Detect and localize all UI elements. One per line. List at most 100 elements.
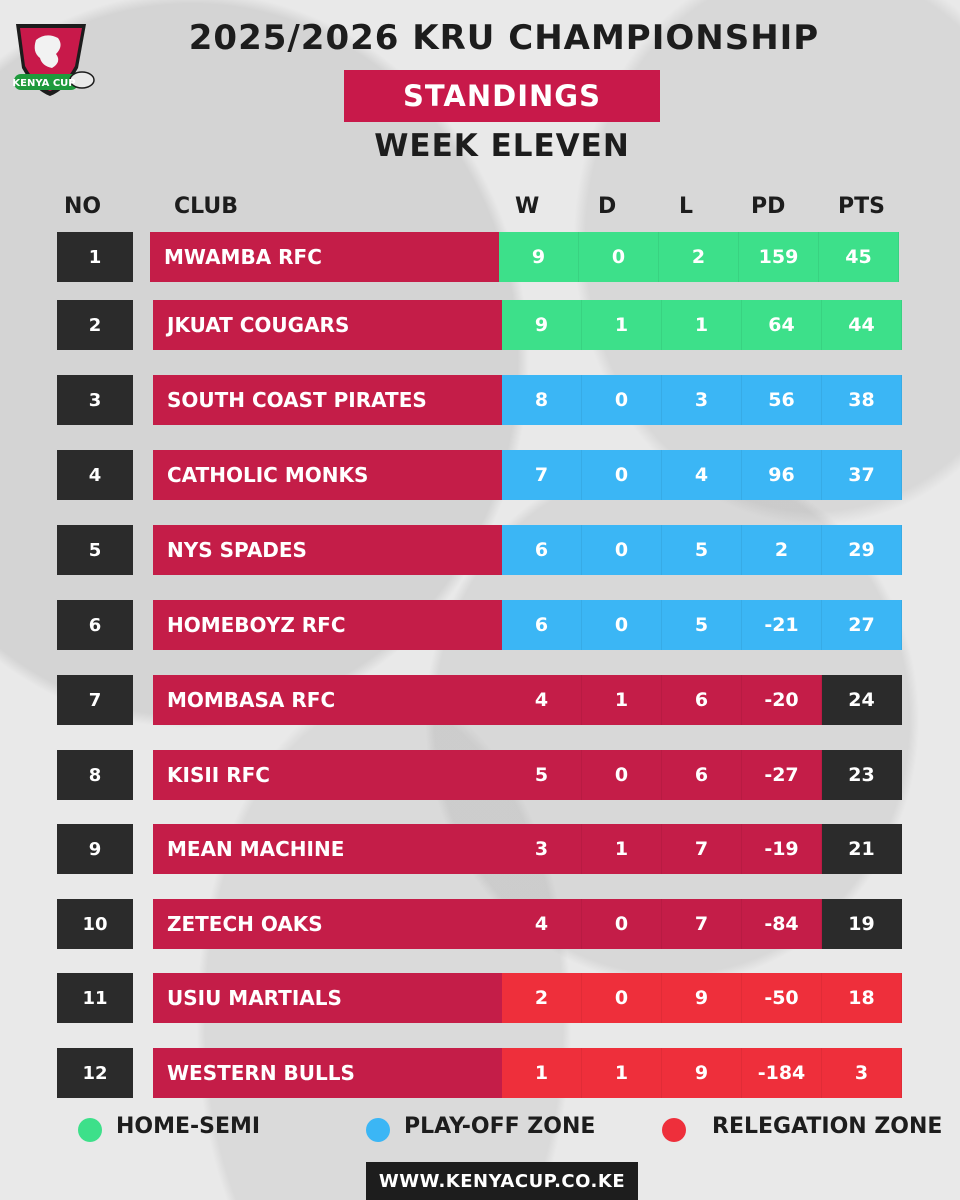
stats-group: 4 0 7 -84 19	[502, 899, 902, 949]
header-pts: PTS	[838, 194, 885, 219]
w-cell: 6	[502, 525, 582, 575]
l-cell: 3	[662, 375, 742, 425]
legend-play-off: PLAY-OFF ZONE	[404, 1114, 596, 1139]
legend-relegation-dot	[662, 1118, 686, 1142]
w-cell: 4	[502, 675, 582, 725]
d-cell: 0	[582, 750, 662, 800]
position-cell: 1	[57, 232, 133, 282]
d-cell: 0	[579, 232, 659, 282]
w-cell: 2	[502, 973, 582, 1023]
d-cell: 0	[582, 375, 662, 425]
l-cell: 6	[662, 675, 742, 725]
pd-cell: 56	[742, 375, 822, 425]
header-w: W	[515, 194, 540, 219]
pd-cell: -184	[742, 1048, 822, 1098]
pd-cell: 64	[742, 300, 822, 350]
club-cell: NYS SPADES	[153, 525, 502, 575]
club-cell: SOUTH COAST PIRATES	[153, 375, 502, 425]
kenya-cup-logo: KENYA CUP	[12, 24, 95, 96]
position-cell: 11	[57, 973, 133, 1023]
stats-group: 8 0 3 56 38	[502, 375, 902, 425]
table-row: 11 USIU MARTIALS 2 0 9 -50 18	[0, 973, 960, 1023]
header-l: L	[679, 194, 694, 219]
l-cell: 7	[662, 824, 742, 874]
stats-group: 4 1 6 -20 24	[502, 675, 902, 725]
position-cell: 8	[57, 750, 133, 800]
pd-cell: -84	[742, 899, 822, 949]
w-cell: 4	[502, 899, 582, 949]
pd-cell: 96	[742, 450, 822, 500]
w-cell: 1	[502, 1048, 582, 1098]
club-cell: MOMBASA RFC	[153, 675, 502, 725]
d-cell: 1	[582, 675, 662, 725]
d-cell: 0	[582, 450, 662, 500]
l-cell: 1	[662, 300, 742, 350]
l-cell: 9	[662, 973, 742, 1023]
legend-relegation: RELEGATION ZONE	[712, 1114, 943, 1139]
pts-cell: 27	[822, 600, 902, 650]
table-row: 6 HOMEBOYZ RFC 6 0 5 -21 27	[0, 600, 960, 650]
pd-cell: -50	[742, 973, 822, 1023]
website-link[interactable]: WWW.KENYACUP.CO.KE	[366, 1162, 638, 1200]
d-cell: 1	[582, 1048, 662, 1098]
legend-home-semi: HOME-SEMI	[116, 1114, 261, 1139]
w-cell: 5	[502, 750, 582, 800]
position-cell: 7	[57, 675, 133, 725]
club-cell: ZETECH OAKS	[153, 899, 502, 949]
position-cell: 10	[57, 899, 133, 949]
table-row: 5 NYS SPADES 6 0 5 2 29	[0, 525, 960, 575]
pd-cell: 159	[739, 232, 819, 282]
l-cell: 5	[662, 525, 742, 575]
stats-group: 6 0 5 2 29	[502, 525, 902, 575]
table-row: 3 SOUTH COAST PIRATES 8 0 3 56 38	[0, 375, 960, 425]
pts-cell: 24	[822, 675, 902, 725]
pts-cell: 3	[822, 1048, 902, 1098]
legend-play-off-dot	[366, 1118, 390, 1142]
stats-group: 5 0 6 -27 23	[502, 750, 902, 800]
club-cell: MEAN MACHINE	[153, 824, 502, 874]
pts-cell: 18	[822, 973, 902, 1023]
position-cell: 5	[57, 525, 133, 575]
header-d: D	[598, 194, 617, 219]
table-row: 9 MEAN MACHINE 3 1 7 -19 21	[0, 824, 960, 874]
table-row: 12 WESTERN BULLS 1 1 9 -184 3	[0, 1048, 960, 1098]
club-cell: USIU MARTIALS	[153, 973, 502, 1023]
club-cell: MWAMBA RFC	[150, 232, 499, 282]
stats-group: 1 1 9 -184 3	[502, 1048, 902, 1098]
stats-group: 2 0 9 -50 18	[502, 973, 902, 1023]
w-cell: 6	[502, 600, 582, 650]
d-cell: 0	[582, 525, 662, 575]
pts-cell: 21	[822, 824, 902, 874]
l-cell: 4	[662, 450, 742, 500]
table-row: 7 MOMBASA RFC 4 1 6 -20 24	[0, 675, 960, 725]
w-cell: 9	[499, 232, 579, 282]
table-row: 8 KISII RFC 5 0 6 -27 23	[0, 750, 960, 800]
w-cell: 7	[502, 450, 582, 500]
club-cell: CATHOLIC MONKS	[153, 450, 502, 500]
table-row: 10 ZETECH OAKS 4 0 7 -84 19	[0, 899, 960, 949]
pd-cell: -20	[742, 675, 822, 725]
stats-group: 9 1 1 64 44	[502, 300, 902, 350]
pts-cell: 38	[822, 375, 902, 425]
club-cell: HOMEBOYZ RFC	[153, 600, 502, 650]
pts-cell: 45	[819, 232, 899, 282]
pd-cell: -21	[742, 600, 822, 650]
pd-cell: -19	[742, 824, 822, 874]
club-cell: JKUAT COUGARS	[153, 300, 502, 350]
d-cell: 1	[582, 300, 662, 350]
pts-cell: 23	[822, 750, 902, 800]
pts-cell: 44	[822, 300, 902, 350]
table-row: 2 JKUAT COUGARS 9 1 1 64 44	[0, 300, 960, 350]
position-cell: 4	[57, 450, 133, 500]
pd-cell: -27	[742, 750, 822, 800]
pd-cell: 2	[742, 525, 822, 575]
club-cell: WESTERN BULLS	[153, 1048, 502, 1098]
d-cell: 0	[582, 899, 662, 949]
w-cell: 8	[502, 375, 582, 425]
pts-cell: 29	[822, 525, 902, 575]
w-cell: 3	[502, 824, 582, 874]
stats-group: 3 1 7 -19 21	[502, 824, 902, 874]
l-cell: 7	[662, 899, 742, 949]
stats-group: 7 0 4 96 37	[502, 450, 902, 500]
position-cell: 9	[57, 824, 133, 874]
